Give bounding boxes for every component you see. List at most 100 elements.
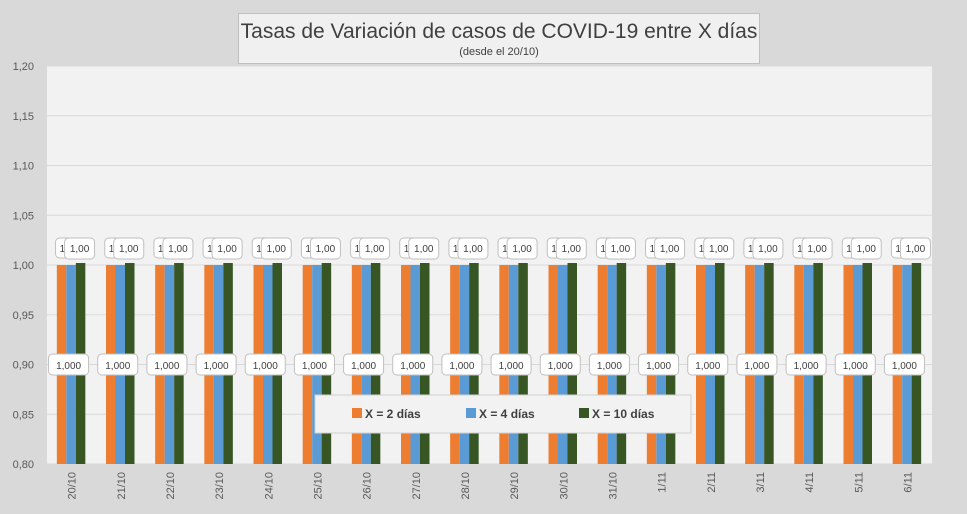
data-label: 1,00 [801, 237, 833, 260]
data-label-text: 1,000 [154, 361, 179, 372]
data-label-box [703, 237, 735, 260]
data-label-box [883, 353, 925, 376]
data-label: 1,000 [195, 353, 237, 376]
data-label: 1,000 [785, 353, 827, 376]
data-labels: 1,000 1 1,00 1,000 1 1,00 1,000 1 1,00 1,000 1 1,00… [48, 237, 931, 376]
chart-title: Tasas de Variación de casos de COVID-19 … [240, 20, 758, 43]
legend-label: X = 10 días [592, 407, 655, 421]
data-label-text: 1,000 [597, 361, 622, 372]
data-label: 1,000 [343, 353, 385, 376]
data-label-box [654, 237, 686, 260]
data-label-text: 1,00 [217, 244, 237, 255]
data-label: 1,000 [834, 353, 876, 376]
data-label-box [490, 353, 532, 376]
data-label-text: 1,00 [365, 244, 385, 255]
x-tick-label: 22/10 [165, 472, 177, 500]
data-label-text: 1 [207, 244, 213, 255]
y-axis: 0,80 0,85 0,90 0,95 1,00 1,05 1,10 1,15 1,20 [13, 61, 34, 471]
legend-swatch [352, 408, 362, 418]
data-label: 1,00 [309, 237, 341, 260]
y-tick-label: 0,85 [13, 409, 34, 421]
data-label-box [588, 353, 630, 376]
data-label-box [801, 237, 833, 260]
data-label-box [539, 353, 581, 376]
data-label-text: 1,00 [906, 244, 926, 255]
data-label-text: 1 [748, 244, 754, 255]
data-label-text: 1,00 [414, 244, 434, 255]
data-label-text: 1 [453, 244, 459, 255]
data-label: 1,000 [588, 353, 630, 376]
data-label: 1,000 [539, 353, 581, 376]
data-label-box [162, 237, 194, 260]
x-tick-label: 30/10 [558, 472, 570, 500]
data-label: 1,00 [850, 237, 882, 260]
data-label: 1,000 [97, 353, 139, 376]
chart-subtitle: (desde el 20/10) [459, 46, 539, 58]
data-label-text: 1,000 [744, 361, 769, 372]
data-label-text: 1,00 [857, 244, 877, 255]
data-label-text: 1,00 [168, 244, 188, 255]
data-label: 1,00 [703, 237, 735, 260]
data-label-text: 1 [60, 244, 66, 255]
data-label-text: 1,000 [892, 361, 917, 372]
data-label: 1,00 [162, 237, 194, 260]
data-label-text: 1,000 [499, 361, 524, 372]
data-label: 1,00 [408, 237, 440, 260]
y-tick-label: 1,05 [13, 210, 34, 222]
data-label: 1,00 [359, 237, 391, 260]
data-label: 1,000 [392, 353, 434, 376]
x-tick-label: 27/10 [411, 472, 423, 500]
legend-swatch [466, 408, 476, 418]
data-label-text: 1,00 [562, 244, 582, 255]
data-label-box [211, 237, 243, 260]
data-label: 1,000 [736, 353, 778, 376]
data-label-text: 1 [404, 244, 410, 255]
x-tick-label: 4/11 [804, 472, 816, 493]
data-label-text: 1,000 [646, 361, 671, 372]
data-label-box [293, 353, 335, 376]
data-label-box [736, 353, 778, 376]
data-label-text: 1 [355, 244, 361, 255]
data-label-box [64, 237, 96, 260]
data-label-box [113, 237, 145, 260]
data-label: 1,00 [899, 237, 931, 260]
legend-box [314, 394, 692, 434]
data-label-box [834, 353, 876, 376]
data-label-box [359, 237, 391, 260]
data-label-box [343, 353, 385, 376]
data-label-text: 1 [699, 244, 705, 255]
x-tick-label: 31/10 [607, 472, 619, 500]
data-label-box [146, 353, 188, 376]
legend-label: X = 4 días [479, 407, 535, 421]
data-label-text: 1 [109, 244, 115, 255]
data-label: 1,000 [441, 353, 483, 376]
data-label-text: 1,000 [204, 361, 229, 372]
data-label-text: 1 [846, 244, 852, 255]
data-label-text: 1,00 [316, 244, 336, 255]
x-tick-label: 24/10 [263, 472, 275, 500]
data-label-text: 1,000 [400, 361, 425, 372]
data-label-text: 1 [600, 244, 606, 255]
data-label-text: 1,000 [794, 361, 819, 372]
data-label-box [785, 353, 827, 376]
data-label-box [260, 237, 292, 260]
data-label-text: 1,00 [758, 244, 778, 255]
y-tick-label: 1,20 [13, 61, 34, 73]
data-label-text: 1,00 [807, 244, 827, 255]
data-label: 1,00 [506, 237, 538, 260]
x-tick-label: 5/11 [853, 472, 865, 493]
data-label-text: 1,000 [695, 361, 720, 372]
data-label-text: 1,000 [253, 361, 278, 372]
legend-item: X = 10 días [579, 407, 655, 421]
x-tick-label: 1/11 [657, 472, 669, 493]
y-tick-label: 0,80 [13, 459, 34, 471]
legend-item: X = 2 días [352, 407, 421, 421]
data-label-box [244, 353, 286, 376]
legend-label: X = 2 días [365, 407, 421, 421]
data-label-text: 1,00 [119, 244, 139, 255]
data-label: 1,000 [638, 353, 680, 376]
data-label: 1,000 [146, 353, 188, 376]
x-tick-label: 20/10 [67, 472, 79, 500]
data-label: 1,00 [555, 237, 587, 260]
